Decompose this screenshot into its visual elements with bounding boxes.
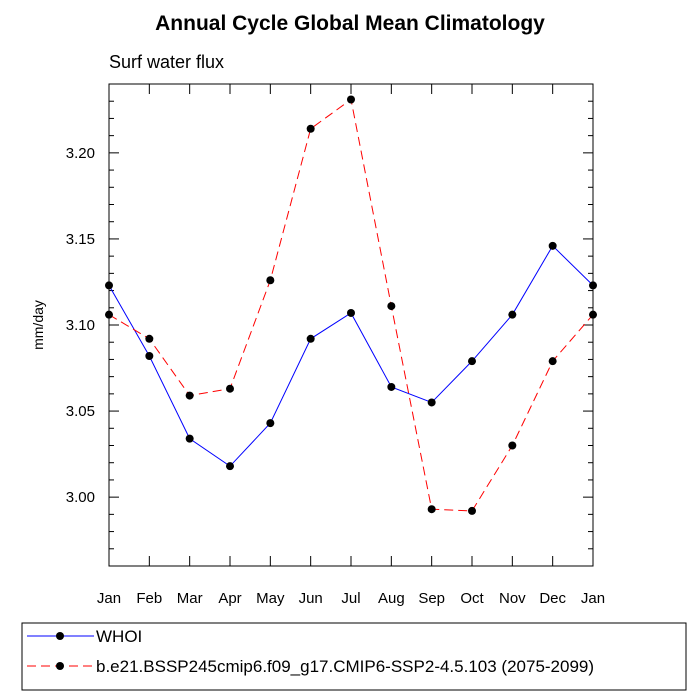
data-point bbox=[548, 241, 557, 250]
data-point bbox=[266, 419, 275, 428]
x-tick-label: Sep bbox=[418, 590, 445, 607]
x-axis-tick-labels: Jan Feb Mar Apr May Jun Jul Aug Sep Oct Nov Dec Jan bbox=[97, 590, 605, 607]
data-point bbox=[306, 124, 315, 133]
legend-label-1: WHOI bbox=[96, 627, 142, 646]
series-layer bbox=[105, 95, 597, 515]
y-axis-tick-labels: 3.00 3.05 3.10 3.15 3.20 bbox=[66, 145, 95, 506]
data-point bbox=[387, 382, 396, 391]
x-tick-label: Jan bbox=[581, 590, 605, 607]
data-point bbox=[185, 391, 194, 400]
data-point bbox=[185, 434, 194, 443]
x-tick-label: Dec bbox=[539, 590, 566, 607]
legend-marker-1 bbox=[56, 632, 64, 640]
x-tick-label: Nov bbox=[499, 590, 526, 607]
data-point bbox=[226, 462, 234, 471]
y-axis-label: mm/day bbox=[30, 300, 46, 350]
x-tick-label: Oct bbox=[460, 590, 484, 607]
data-point bbox=[427, 398, 436, 407]
data-point bbox=[266, 276, 275, 285]
x-tick-label: Mar bbox=[177, 590, 203, 607]
x-tick-label: Feb bbox=[136, 590, 162, 607]
chart-title: Annual Cycle Global Mean Climatology bbox=[155, 12, 545, 35]
data-point bbox=[427, 505, 436, 514]
data-point bbox=[347, 308, 355, 317]
series-line-2 bbox=[108, 98, 594, 512]
data-point bbox=[468, 506, 476, 515]
plot-frame bbox=[108, 83, 594, 567]
data-point bbox=[347, 95, 355, 104]
data-point bbox=[508, 441, 517, 450]
series-line-1 bbox=[108, 245, 594, 467]
data-point bbox=[508, 310, 517, 319]
data-point bbox=[306, 334, 315, 343]
legend: WHOI b.e21.BSSP245cmip6.f09_g17.CMIP6-SSP… bbox=[27, 627, 594, 676]
chart-subtitle: Surf water flux bbox=[109, 52, 224, 72]
x-tick-label: Jul bbox=[341, 590, 360, 607]
axis-ticks bbox=[108, 83, 594, 567]
data-point bbox=[145, 351, 154, 360]
legend-box bbox=[21, 622, 687, 691]
y-tick-label: 3.00 bbox=[66, 489, 95, 506]
y-tick-label: 3.20 bbox=[66, 145, 95, 162]
data-point bbox=[145, 334, 154, 343]
data-point bbox=[226, 384, 234, 393]
legend-label-2: b.e21.BSSP245cmip6.f09_g17.CMIP6-SSP2-4.… bbox=[96, 657, 594, 676]
x-tick-label: May bbox=[256, 590, 285, 607]
x-tick-label: Apr bbox=[218, 590, 241, 607]
data-point bbox=[387, 302, 396, 311]
x-tick-label: Jun bbox=[299, 590, 323, 607]
data-point bbox=[548, 357, 557, 366]
legend-marker-2 bbox=[56, 662, 64, 670]
data-point bbox=[468, 357, 476, 366]
x-tick-label: Jan bbox=[97, 590, 121, 607]
y-tick-label: 3.10 bbox=[66, 317, 95, 334]
y-tick-label: 3.15 bbox=[66, 231, 95, 248]
y-tick-label: 3.05 bbox=[66, 403, 95, 420]
x-tick-label: Aug bbox=[378, 590, 405, 607]
